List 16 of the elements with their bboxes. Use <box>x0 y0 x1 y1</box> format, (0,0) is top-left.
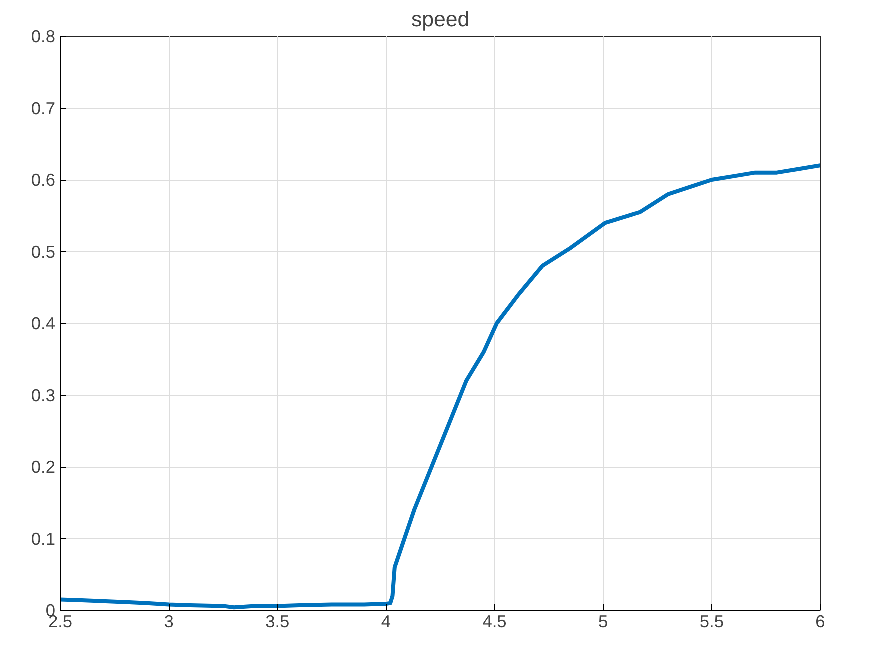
x-tick-label: 4.5 <box>482 612 507 632</box>
y-tick-label: 0.6 <box>31 170 56 190</box>
y-tick-label: 0.3 <box>31 385 56 406</box>
x-tick-label: 6 <box>816 612 826 632</box>
x-tick-label: 5.5 <box>700 612 724 632</box>
y-tick-label: 0.5 <box>31 242 56 262</box>
y-tick-label: 0.2 <box>31 457 56 477</box>
y-tick-label: 0.8 <box>31 26 56 46</box>
chart-title: speed <box>411 8 470 32</box>
y-tick-label: 0.1 <box>31 528 56 549</box>
y-tick-label: 0.4 <box>31 314 56 334</box>
x-tick-label: 4 <box>381 612 392 632</box>
x-tick-label: 3.5 <box>266 612 290 632</box>
y-tick-label: 0.7 <box>31 98 56 118</box>
x-tick-label: 3 <box>164 612 174 632</box>
x-tick-label: 5 <box>598 612 608 632</box>
